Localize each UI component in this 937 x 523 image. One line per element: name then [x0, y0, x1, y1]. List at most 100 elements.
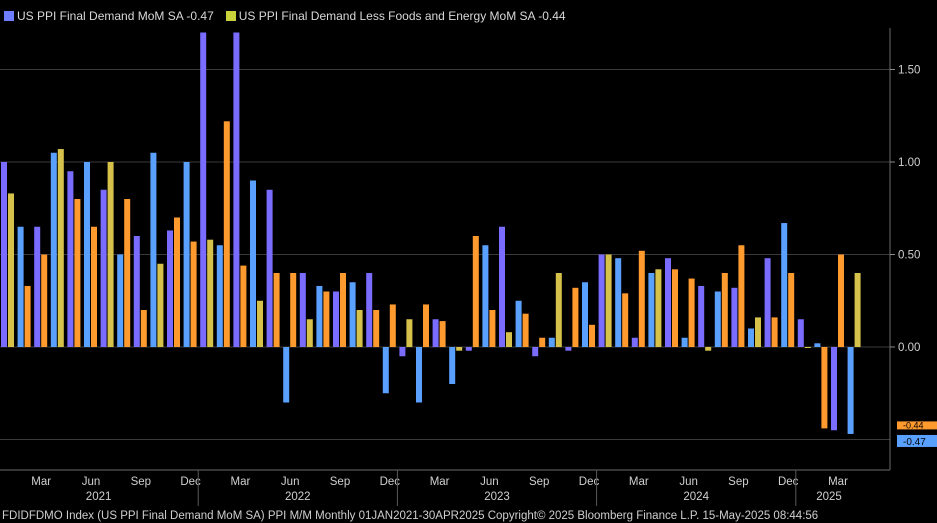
- x-tick-label: Mar: [828, 476, 848, 488]
- bar-core: [373, 310, 380, 347]
- bar-core: [389, 304, 396, 347]
- bar-headline: [150, 152, 157, 347]
- bar-core: [804, 347, 811, 348]
- bar-headline: [299, 273, 306, 347]
- bar-headline: [499, 226, 505, 347]
- bar-headline: [482, 245, 489, 347]
- bar-core: [854, 273, 861, 347]
- bar-headline: [349, 282, 356, 347]
- x-year-label: 2024: [683, 491, 709, 503]
- bar-headline: [366, 273, 373, 347]
- bar-core: [91, 226, 97, 347]
- bar-headline: [814, 343, 821, 347]
- bar-headline: [515, 300, 522, 347]
- bar-core: [622, 293, 629, 347]
- bar-headline: [598, 254, 605, 347]
- last-value-label-headline: -0.47: [903, 437, 926, 448]
- bar-core: [655, 269, 662, 347]
- bar-headline: [764, 258, 771, 347]
- bar-core: [41, 254, 48, 347]
- bar-core: [771, 317, 778, 347]
- bar-headline: [50, 152, 57, 347]
- bar-headline: [216, 245, 223, 347]
- bar-headline: [797, 319, 804, 347]
- bar-headline: [631, 337, 638, 347]
- bar-core: [157, 263, 164, 347]
- bar-core: [356, 310, 363, 347]
- bar-headline: [416, 347, 422, 403]
- bar-headline: [67, 171, 74, 347]
- bar-core: [705, 347, 712, 351]
- x-tick-label: Jun: [281, 476, 300, 488]
- bar-core: [174, 217, 180, 347]
- bar-core: [406, 319, 413, 347]
- bar-core: [638, 250, 645, 347]
- bar-core: [57, 149, 64, 347]
- bar-headline: [250, 180, 256, 347]
- bar-headline: [648, 273, 655, 347]
- y-tick-label: 1.50: [898, 65, 920, 77]
- bar-headline: [84, 162, 90, 347]
- last-value-box-core: [897, 421, 937, 430]
- x-tick-label: Jun: [480, 476, 499, 488]
- x-year-label: 2022: [285, 491, 311, 503]
- bar-core: [240, 265, 247, 347]
- bar-core: [207, 239, 214, 347]
- bar-headline: [665, 258, 671, 347]
- x-year-label: 2025: [816, 491, 842, 503]
- bar-core: [539, 337, 546, 347]
- bar-headline: [748, 328, 754, 347]
- bar-core: [755, 317, 761, 347]
- bar-headline: [200, 32, 207, 347]
- legend-item-headline: US PPI Final Demand MoM SA -0.47: [4, 9, 214, 23]
- bar-core: [24, 285, 31, 347]
- bar-core: [489, 310, 496, 347]
- bar-headline: [582, 282, 588, 347]
- bar-core: [340, 273, 346, 347]
- bar-headline: [565, 347, 572, 351]
- bar-headline: [117, 254, 124, 347]
- bar-core: [290, 273, 297, 347]
- bar-core: [688, 278, 695, 347]
- bar-headline: [731, 287, 738, 347]
- x-tick-label: Jun: [82, 476, 101, 488]
- bar-headline: [465, 347, 472, 351]
- last-value-label-core: -0.44: [903, 420, 924, 430]
- bar-headline: [399, 347, 406, 357]
- bar-core: [589, 324, 595, 347]
- x-tick-label: Mar: [430, 476, 450, 488]
- bar-headline: [532, 347, 539, 357]
- bar-core: [323, 291, 330, 347]
- chart-footer: FDIDFDMO Index (US PPI Final Demand MoM …: [2, 510, 819, 522]
- bar-core: [273, 273, 280, 347]
- bar-core: [257, 300, 263, 347]
- x-tick-label: Mar: [629, 476, 649, 488]
- x-tick-label: Dec: [180, 476, 201, 488]
- legend-swatch-headline: [4, 11, 14, 21]
- bar-core: [788, 273, 795, 347]
- bar-core: [306, 319, 313, 347]
- bar-headline: [333, 291, 339, 347]
- bar-core: [456, 347, 463, 351]
- bar-headline: [615, 258, 622, 347]
- x-tick-label: Sep: [529, 476, 549, 488]
- bar-core: [572, 287, 579, 347]
- bar-core: [838, 254, 844, 347]
- bar-headline: [847, 347, 854, 434]
- x-tick-label: Mar: [31, 476, 51, 488]
- bar-core: [74, 199, 81, 347]
- bar-core: [140, 310, 147, 347]
- x-tick-label: Mar: [230, 476, 250, 488]
- legend-label-headline: US PPI Final Demand MoM SA -0.47: [17, 9, 214, 23]
- legend-item-core: US PPI Final Demand Less Foods and Energ…: [225, 9, 566, 23]
- last-value-box-headline: [897, 434, 937, 447]
- bar-headline: [167, 230, 173, 347]
- bar-headline: [714, 291, 721, 347]
- bar-headline: [698, 285, 705, 347]
- y-tick-label: 0.00: [898, 342, 920, 354]
- legend-label-core: US PPI Final Demand Less Foods and Energ…: [238, 9, 566, 23]
- bar-headline: [781, 223, 788, 347]
- x-tick-label: Sep: [728, 476, 748, 488]
- x-year-label: 2023: [484, 491, 510, 503]
- bar-core: [439, 321, 446, 347]
